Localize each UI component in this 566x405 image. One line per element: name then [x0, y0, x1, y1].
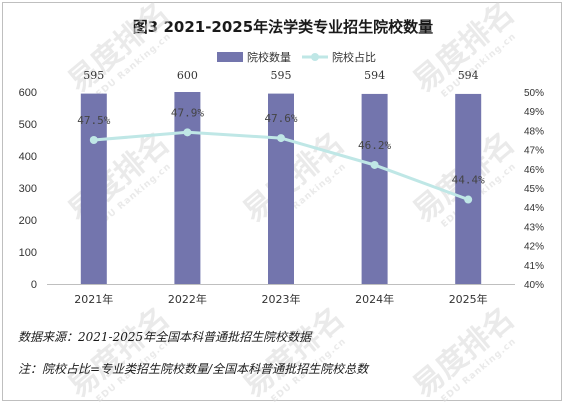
- legend-marker-line: [311, 53, 319, 61]
- y2-tick-label: 48%: [524, 126, 544, 137]
- line-point: [89, 136, 98, 144]
- y-tick-label: 100: [19, 247, 37, 259]
- y-tick-label: 0: [31, 279, 37, 291]
- axes-layer: 0 100 200 300 400 500 600 40% 41% 42% 43% 44% 45% 46%…: [19, 87, 544, 306]
- line-value-label: 46.2%: [358, 139, 391, 152]
- legend-label-line: 院校占比: [332, 50, 376, 64]
- y2-tick-label: 45%: [524, 184, 544, 195]
- line-value-label: 47.5%: [77, 114, 110, 127]
- y2-tick-label: 46%: [524, 165, 544, 176]
- bar-series: 595 600 595 594 594: [80, 69, 482, 284]
- legend-swatch-bar: [217, 52, 243, 62]
- line-value-label: 44.4%: [452, 174, 485, 187]
- x-tick-label: 2024年: [355, 292, 394, 306]
- y2-tick-label: 41%: [524, 261, 544, 272]
- bar-value-label: 594: [458, 69, 479, 82]
- y-tick-label: 500: [19, 119, 37, 131]
- bar: [174, 92, 201, 284]
- y2-tick-label: 50%: [524, 88, 544, 99]
- y2-tick-label: 44%: [524, 203, 544, 214]
- bar-value-label: 595: [83, 69, 104, 82]
- legend-item-line: 院校占比: [302, 50, 376, 64]
- line-value-label: 47.9%: [171, 106, 204, 119]
- y-tick-label: 600: [19, 87, 37, 99]
- line-point: [464, 195, 473, 204]
- line-point: [370, 160, 379, 169]
- bar-value-label: 600: [177, 69, 198, 82]
- y2-tick-label: 42%: [524, 242, 544, 253]
- legend: 院校数量 院校占比: [217, 50, 376, 64]
- line-point: [277, 134, 285, 143]
- y2-tick-label: 47%: [524, 146, 544, 157]
- x-tick-label: 2022年: [168, 292, 207, 306]
- bar: [268, 93, 294, 284]
- bar-value-label: 594: [364, 69, 385, 82]
- legend-item-bar: 院校数量: [217, 50, 291, 64]
- line-series: 47.5% 47.9% 47.6% 46.2% 44.4%: [77, 106, 485, 204]
- y-tick-label: 200: [19, 215, 37, 227]
- source-note: 数据来源：2021-2025年全国本科普通批招生院校数据: [18, 330, 312, 344]
- x-tick-label: 2021年: [74, 292, 113, 306]
- x-tick-label: 2023年: [262, 292, 301, 306]
- bar: [80, 93, 107, 284]
- line-point: [183, 128, 192, 137]
- y-tick-label: 300: [19, 183, 37, 195]
- y-tick-label: 400: [19, 151, 37, 163]
- x-tick-label: 2025年: [449, 292, 488, 306]
- bar: [455, 93, 482, 284]
- y2-tick-label: 49%: [524, 107, 544, 118]
- formula-note: 注：院校占比=专业类招生院校数量/全国本科普通批招生院校总数: [18, 362, 369, 376]
- bar-value-label: 595: [271, 69, 292, 82]
- bar: [361, 93, 388, 284]
- legend-label-bar: 院校数量: [247, 50, 291, 64]
- y2-tick-label: 43%: [524, 222, 544, 233]
- chart-title: 图3 2021-2025年法学类专业招生院校数量: [132, 18, 434, 36]
- line-value-label: 47.6%: [264, 112, 297, 125]
- y2-tick-label: 40%: [524, 280, 544, 291]
